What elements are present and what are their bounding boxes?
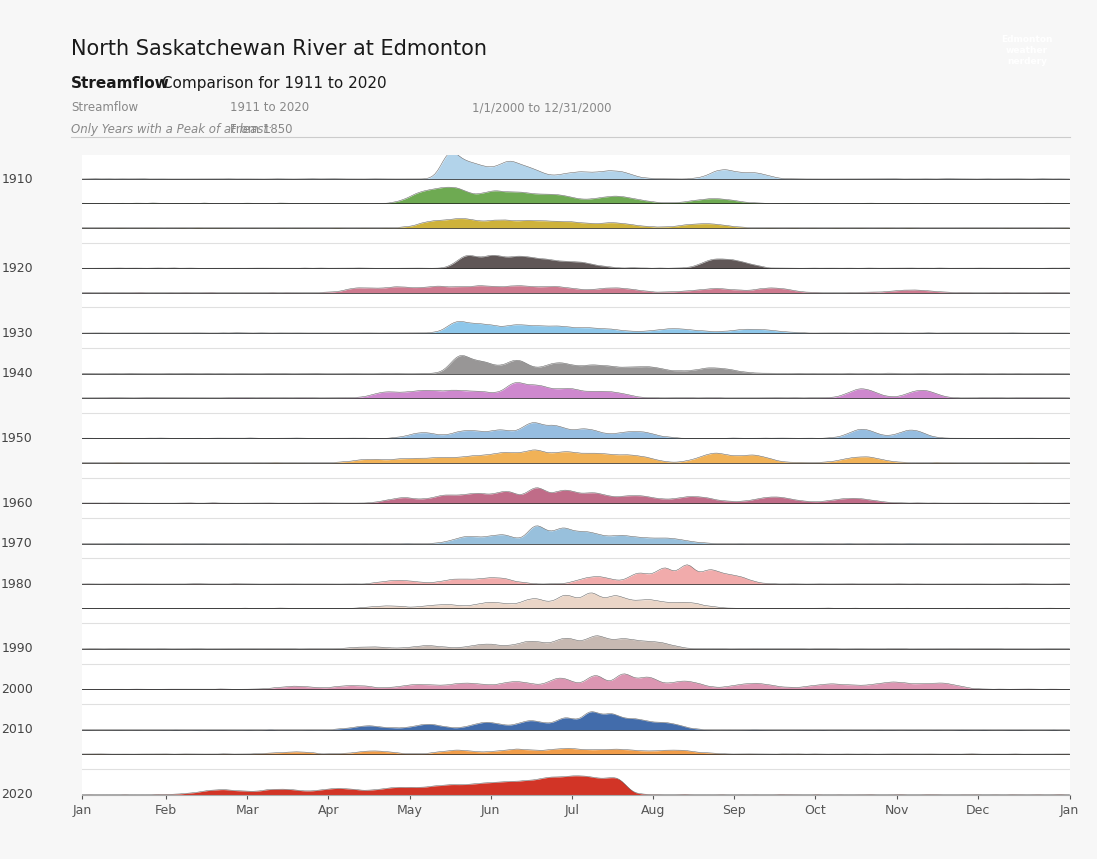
Text: Comparison for 1911 to 2020: Comparison for 1911 to 2020 (157, 76, 386, 90)
Text: 1/1/2000 to 12/31/2000: 1/1/2000 to 12/31/2000 (472, 101, 611, 114)
Text: 1940: 1940 (1, 367, 33, 380)
Text: Streamflow: Streamflow (71, 101, 138, 114)
Text: 1920: 1920 (1, 262, 33, 275)
Text: 1980: 1980 (1, 577, 33, 590)
Text: Streamflow: Streamflow (71, 76, 170, 90)
Text: 1930: 1930 (1, 326, 33, 339)
Text: 1911 to 2020: 1911 to 2020 (230, 101, 309, 114)
Text: 2020: 2020 (1, 788, 33, 801)
Text: 2010: 2010 (1, 723, 33, 736)
Text: 1990: 1990 (1, 643, 33, 655)
Text: Only Years with a Peak of at least:: Only Years with a Peak of at least: (71, 123, 272, 136)
Text: 2000: 2000 (1, 683, 33, 696)
Text: Edmonton
weather
nerdery: Edmonton weather nerdery (1002, 35, 1052, 66)
Text: 1950: 1950 (1, 432, 33, 445)
Text: 1960: 1960 (1, 497, 33, 509)
Text: 1910: 1910 (1, 173, 33, 186)
Text: 1970: 1970 (1, 537, 33, 550)
Text: North Saskatchewan River at Edmonton: North Saskatchewan River at Edmonton (71, 39, 487, 58)
Text: From 1850: From 1850 (230, 123, 293, 136)
